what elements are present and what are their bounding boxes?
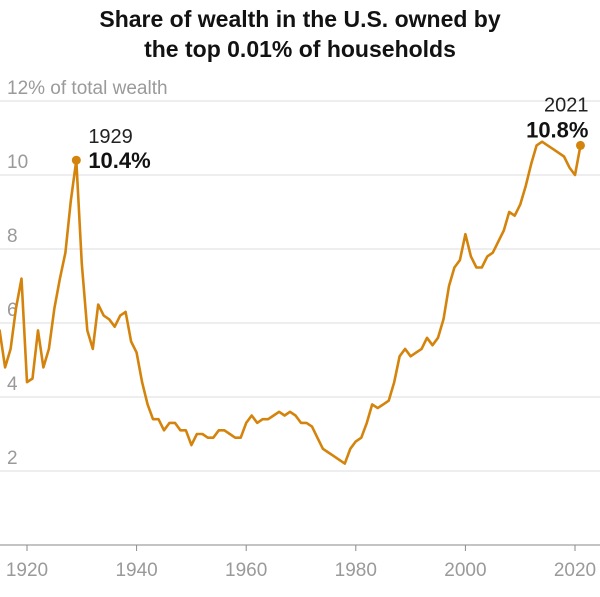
chart-title-line2: the top 0.01% of households (144, 36, 456, 62)
y-tick-label: 2 (7, 448, 18, 469)
x-tick-label: 1960 (225, 560, 267, 581)
y-tick-label: 10 (7, 152, 28, 173)
y-axis-ticks: 2 4 6 8 10 12% of total wealth (7, 78, 168, 469)
x-tick-label: 1980 (335, 560, 377, 581)
annotation-value-label: 10.4% (88, 148, 150, 173)
x-tick-label: 1920 (6, 560, 48, 581)
y-tick-label: 6 (7, 300, 18, 321)
annotation-dot (575, 140, 585, 150)
y-tick-label: 8 (7, 226, 18, 247)
y-tick-label: 4 (7, 374, 18, 395)
grid-lines (0, 100, 600, 546)
x-tick-label: 2020 (554, 560, 596, 581)
x-tick-label: 1940 (115, 560, 157, 581)
annotation-dot (71, 155, 81, 165)
annotation-year-label: 2021 (544, 94, 589, 116)
chart-title-line1: Share of wealth in the U.S. owned by (99, 6, 501, 32)
series-line (0, 140, 582, 465)
x-tick-label: 2000 (444, 560, 486, 581)
annotation-year-label: 1929 (88, 126, 133, 148)
y-axis-top-label: 12% of total wealth (7, 78, 168, 99)
x-axis-ticks: 1920 1940 1960 1980 2000 2020 (6, 545, 596, 581)
annotation-value-label: 10.8% (526, 117, 588, 142)
chart-title: Share of wealth in the U.S. owned by the… (0, 4, 600, 64)
